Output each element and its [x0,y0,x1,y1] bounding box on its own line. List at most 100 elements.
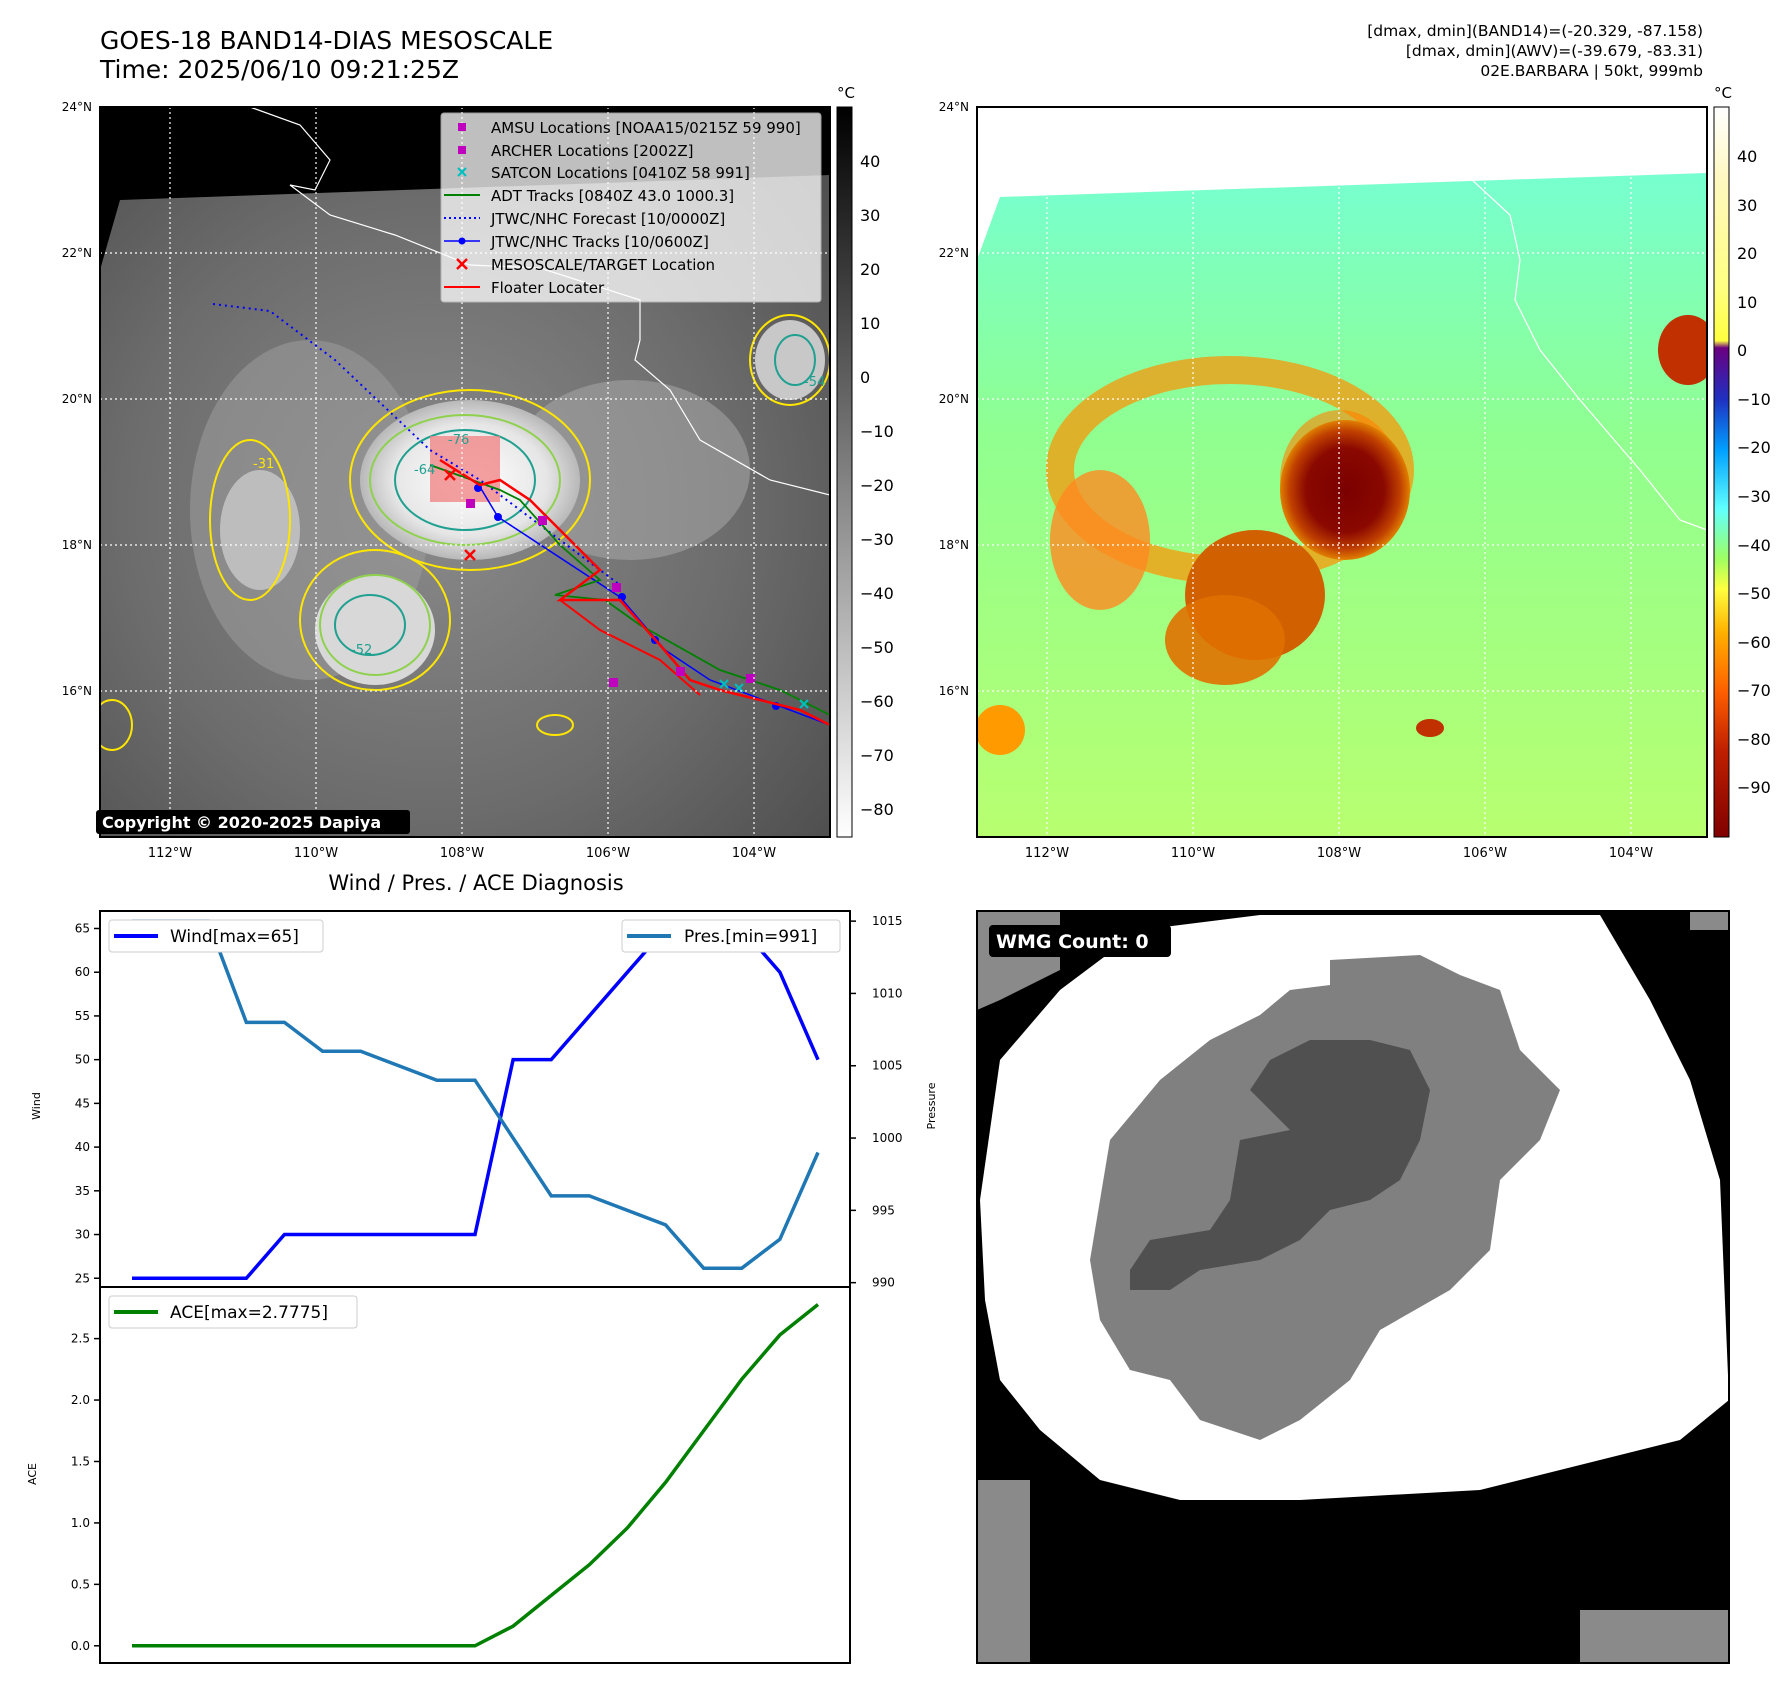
ace-tick-label: 0.5 [71,1577,90,1591]
ir-map: -31 -54 -76 -64 -52 24°N 22°N 20°N 18°N … [62,84,894,861]
wind-tick-label: 50 [75,1053,90,1067]
legend-archer-marker [458,146,466,154]
contour-label: -52 [351,643,372,658]
pressure-series-line [132,919,820,1270]
storm-info: 02E.BARBARA | 50kt, 999mb [1480,62,1703,80]
ir-tick: −30 [860,530,894,549]
lat-label: 18°N [62,538,92,552]
legend-mesoscale: MESOSCALE/TARGET Location [491,256,715,274]
wind-tick-label: 45 [75,1096,90,1110]
wind-tick-label: 30 [75,1228,90,1242]
pressure-tick-label: 995 [872,1203,895,1217]
wind-legend-label: Wind[max=65] [170,927,299,947]
legend-amsu-marker [458,123,466,131]
pressure-tick-label: 1000 [872,1131,903,1145]
ir-tick: −60 [860,692,894,711]
ir-tick: 40 [860,152,880,171]
ace-tick-label: 2.0 [71,1393,90,1407]
legend-floater: Floater Locater [491,279,605,297]
wind-tick-label: 60 [75,965,90,979]
lat-label: 22°N [62,246,92,260]
pressure-legend-label: Pres.[min=991] [684,927,817,947]
lon-label: 106°W [1463,846,1507,861]
enh-tick: 0 [1737,341,1747,360]
dmax-band14: [dmax, dmin](BAND14)=(-20.329, -87.158) [1367,22,1703,40]
lat-label: 20°N [62,392,92,406]
lat-label: 24°N [939,100,969,114]
ace-legend: ACE[max=2.7775] [108,1295,358,1329]
lat-label: 22°N [939,246,969,260]
enhanced-colorbar [1713,106,1730,838]
pressure-tick-label: 1010 [872,986,903,1000]
ir-tick: −40 [860,584,894,603]
enhanced-map: 24°N 22°N 20°N 18°N 16°N 112°W 110°W 108… [939,84,1771,861]
legend-satcon-marker [457,167,467,177]
contour-label: -64 [414,463,435,478]
ir-tick: 30 [860,206,880,225]
ace-series-line [132,1303,820,1648]
ir-colorbar-unit: °C [837,84,855,102]
ir-tick: −50 [860,638,894,657]
contour-label: -31 [253,457,274,472]
ace-tick-label: 2.5 [71,1332,90,1346]
pressure-legend: Pres.[min=991] [621,919,841,953]
ir-tick: −10 [860,422,894,441]
lat-label: 18°N [939,538,969,552]
enh-colorbar-ticks: 40 30 20 10 0 −10 −20 −30 −40 −50 −60 −7… [1737,147,1771,797]
enh-tick: −10 [1737,390,1771,409]
enh-colorbar-unit: °C [1714,84,1732,102]
lat-label: 16°N [939,684,969,698]
ace-frame [99,1286,851,1664]
legend-adt: ADT Tracks [0840Z 43.0 1000.3] [491,187,734,205]
diagnosis-title: Wind / Pres. / ACE Diagnosis [328,871,623,895]
legend-archer: ARCHER Locations [2002Z] [491,142,694,160]
dmax-awv: [dmax, dmin](AWV)=(-39.679, -83.31) [1405,42,1703,60]
wind-legend: Wind[max=65] [108,919,324,953]
lon-label: 106°W [586,846,630,861]
enh-tick: 10 [1737,293,1757,312]
wind-axis-label: Wind [30,1092,43,1120]
wind-tick-label: 65 [75,921,90,935]
ace-tick-label: 0.0 [71,1639,90,1653]
lat-label: 20°N [939,392,969,406]
wmg-count-label: WMG Count: 0 [996,931,1149,953]
ace-axis-label: ACE [26,1463,39,1485]
lon-label: 108°W [440,846,484,861]
ace-legend-label: ACE[max=2.7775] [170,1303,328,1323]
lon-label: 110°W [1171,846,1215,861]
enh-tick: −80 [1737,730,1771,749]
lon-label: 104°W [1609,846,1653,861]
lat-label: 24°N [62,100,92,114]
wind-tick-label: 35 [75,1184,90,1198]
copyright-label: Copyright © 2020-2025 Dapiya [102,813,381,832]
legend-jtwc-tracks: JTWC/NHC Tracks [10/0600Z] [490,233,709,251]
wind-tick-label: 55 [75,1009,90,1023]
wind-tick-label: 25 [75,1271,90,1285]
lon-label: 112°W [1025,846,1069,861]
enh-tick: −20 [1737,438,1771,457]
ir-tick: −20 [860,476,894,495]
contour-label: -76 [448,433,469,448]
lat-label: 16°N [62,684,92,698]
wmg-count-badge [989,925,1171,957]
contour-label: -54 [804,375,825,390]
pressure-tick-label: 990 [872,1276,895,1290]
ir-tick: 0 [860,368,870,387]
chart-title: GOES-18 BAND14-DIAS MESOSCALE [100,26,554,55]
legend-satcon: SATCON Locations [0410Z 58 991] [491,164,750,182]
enh-tick: −50 [1737,584,1771,603]
enh-tick: 30 [1737,196,1757,215]
legend-mesoscale-marker [456,258,468,270]
ir-tick: −80 [860,800,894,819]
enh-tick: −40 [1737,536,1771,555]
wind-tick-label: 40 [75,1140,90,1154]
pressure-tick-label: 1015 [872,914,903,928]
lon-label: 110°W [294,846,338,861]
enh-tick: −90 [1737,778,1771,797]
enh-tick: 40 [1737,147,1757,166]
ace-tick-label: 1.5 [71,1454,90,1468]
ir-tick: −70 [860,746,894,765]
enh-tick: −60 [1737,633,1771,652]
